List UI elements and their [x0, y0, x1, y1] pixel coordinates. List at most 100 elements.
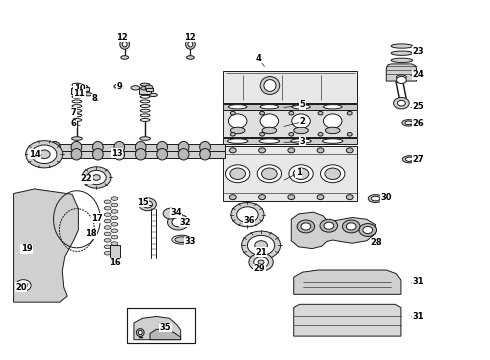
- Circle shape: [325, 168, 341, 180]
- Circle shape: [288, 148, 294, 153]
- Circle shape: [359, 224, 376, 237]
- Circle shape: [31, 145, 57, 163]
- Circle shape: [231, 203, 264, 227]
- Circle shape: [396, 76, 406, 84]
- Text: 9: 9: [117, 82, 122, 91]
- Circle shape: [229, 195, 236, 200]
- Circle shape: [289, 111, 294, 115]
- Ellipse shape: [187, 56, 195, 59]
- Ellipse shape: [368, 195, 383, 203]
- Circle shape: [260, 111, 265, 115]
- Ellipse shape: [228, 105, 247, 109]
- Ellipse shape: [136, 329, 144, 337]
- Ellipse shape: [175, 237, 189, 243]
- Text: 4: 4: [255, 54, 261, 63]
- Circle shape: [397, 100, 405, 106]
- Circle shape: [87, 170, 106, 185]
- Circle shape: [289, 165, 313, 183]
- Ellipse shape: [135, 141, 146, 153]
- Text: 5: 5: [299, 100, 305, 109]
- Circle shape: [230, 168, 245, 180]
- Ellipse shape: [405, 157, 414, 161]
- Circle shape: [257, 165, 282, 183]
- Circle shape: [225, 165, 250, 183]
- Text: 11: 11: [74, 89, 85, 98]
- Ellipse shape: [371, 196, 380, 201]
- Ellipse shape: [260, 105, 279, 109]
- Text: 32: 32: [180, 218, 192, 227]
- Ellipse shape: [104, 239, 111, 242]
- Ellipse shape: [149, 93, 157, 96]
- Ellipse shape: [391, 44, 413, 48]
- Ellipse shape: [104, 251, 111, 255]
- Ellipse shape: [104, 219, 111, 223]
- Ellipse shape: [111, 242, 118, 246]
- Ellipse shape: [104, 200, 111, 203]
- Circle shape: [82, 167, 111, 188]
- Ellipse shape: [93, 149, 103, 160]
- Bar: [49, 151, 224, 158]
- Text: 28: 28: [371, 238, 382, 247]
- Ellipse shape: [260, 77, 280, 94]
- Circle shape: [317, 148, 324, 153]
- Text: 31: 31: [412, 312, 424, 321]
- Ellipse shape: [49, 149, 60, 160]
- Text: 17: 17: [91, 214, 103, 223]
- Circle shape: [288, 195, 294, 200]
- Polygon shape: [291, 212, 375, 249]
- Ellipse shape: [141, 86, 149, 90]
- Circle shape: [93, 175, 100, 180]
- Circle shape: [38, 150, 50, 158]
- Ellipse shape: [262, 127, 277, 134]
- Text: 12: 12: [116, 33, 128, 42]
- Text: 33: 33: [184, 237, 196, 246]
- Circle shape: [237, 207, 258, 222]
- Ellipse shape: [325, 127, 340, 134]
- Bar: [223, 111, 357, 137]
- Text: 13: 13: [111, 149, 122, 158]
- Bar: [49, 144, 224, 151]
- Circle shape: [163, 208, 178, 219]
- Ellipse shape: [71, 149, 82, 160]
- Text: 20: 20: [15, 283, 26, 292]
- Circle shape: [172, 217, 185, 227]
- Ellipse shape: [292, 114, 310, 128]
- Ellipse shape: [135, 149, 146, 160]
- Ellipse shape: [138, 330, 142, 335]
- Bar: [81, 87, 89, 91]
- Circle shape: [249, 253, 273, 271]
- Circle shape: [20, 283, 27, 288]
- Circle shape: [168, 214, 189, 230]
- Text: 21: 21: [255, 248, 267, 257]
- Text: 14: 14: [28, 150, 40, 159]
- Circle shape: [262, 168, 277, 180]
- Polygon shape: [14, 189, 78, 302]
- Text: 1: 1: [295, 168, 301, 177]
- Circle shape: [324, 222, 334, 229]
- Ellipse shape: [200, 141, 210, 153]
- Circle shape: [363, 226, 373, 234]
- Ellipse shape: [157, 149, 168, 160]
- Text: 31: 31: [412, 277, 424, 286]
- Bar: [110, 245, 120, 266]
- Polygon shape: [294, 304, 401, 336]
- Circle shape: [230, 132, 235, 136]
- Text: 16: 16: [110, 258, 121, 267]
- Polygon shape: [150, 329, 181, 340]
- Text: 22: 22: [81, 175, 93, 184]
- Ellipse shape: [49, 141, 60, 153]
- Bar: [71, 88, 83, 94]
- Ellipse shape: [157, 141, 168, 153]
- Circle shape: [301, 223, 311, 230]
- Bar: [223, 71, 357, 103]
- Text: 26: 26: [412, 119, 424, 128]
- Ellipse shape: [227, 139, 248, 143]
- Circle shape: [343, 220, 360, 233]
- Ellipse shape: [104, 226, 111, 229]
- Text: 30: 30: [381, 193, 392, 202]
- Ellipse shape: [140, 137, 150, 140]
- Ellipse shape: [188, 41, 193, 47]
- Circle shape: [145, 85, 153, 91]
- Ellipse shape: [104, 213, 111, 216]
- Circle shape: [320, 165, 345, 183]
